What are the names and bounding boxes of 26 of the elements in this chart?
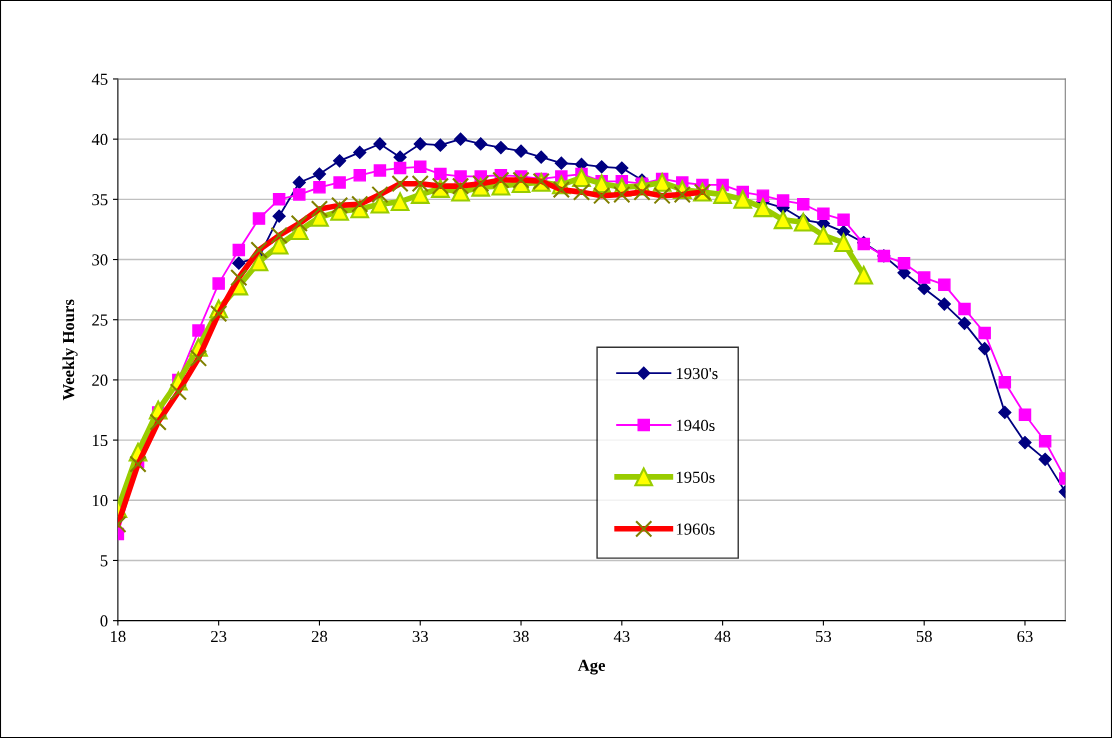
y-tick-label: 35 [92, 194, 108, 206]
y-tick-label: 25 [92, 314, 108, 326]
y-axis-title: Weekly Hours [62, 299, 78, 401]
x-tick-label: 18 [111, 630, 126, 643]
y-tick-label: 45 [91, 73, 108, 85]
x-axis-title: Age [577, 659, 606, 675]
x-tick-label: 58 [916, 630, 932, 643]
x-tick-label: 33 [412, 630, 428, 643]
y-tick-label: 15 [92, 434, 108, 447]
x-tick-label: 38 [513, 630, 529, 643]
x-tick-label: 23 [211, 630, 227, 643]
y-tick-label: 5 [100, 555, 108, 567]
legend-label: 1960s [676, 523, 715, 535]
y-tick-label: 20 [92, 374, 108, 386]
x-tick-label: 63 [1017, 630, 1033, 643]
x-tick-label: 43 [613, 630, 630, 643]
y-tick-label: 40 [91, 133, 108, 146]
y-tick-label: 10 [92, 494, 108, 507]
legend-label: 1930's [676, 367, 718, 380]
x-tick-label: 48 [714, 630, 731, 643]
x-tick-label: 28 [311, 630, 328, 643]
legend-label: 1940s [676, 419, 715, 432]
y-tick-label: 30 [92, 254, 108, 266]
y-tick-label: 0 [100, 615, 108, 627]
legend-label: 1950s [676, 471, 715, 483]
x-tick-label: 53 [816, 630, 832, 643]
